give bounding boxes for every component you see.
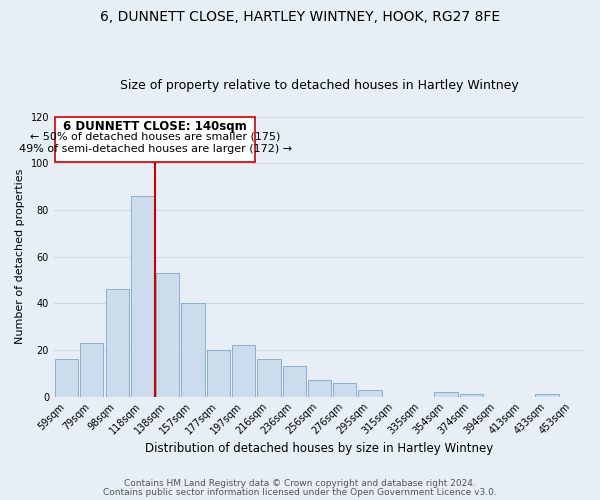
- FancyBboxPatch shape: [55, 117, 255, 162]
- Bar: [434, 392, 458, 396]
- Text: Contains public sector information licensed under the Open Government Licence v3: Contains public sector information licen…: [103, 488, 497, 497]
- Text: 49% of semi-detached houses are larger (172) →: 49% of semi-detached houses are larger (…: [19, 144, 292, 154]
- Text: 6, DUNNETT CLOSE, HARTLEY WINTNEY, HOOK, RG27 8FE: 6, DUNNETT CLOSE, HARTLEY WINTNEY, HOOK,…: [100, 10, 500, 24]
- Bar: [358, 390, 382, 396]
- Bar: [283, 366, 306, 396]
- Bar: [206, 350, 230, 397]
- Bar: [460, 394, 483, 396]
- Bar: [131, 196, 154, 396]
- Bar: [80, 343, 103, 396]
- Bar: [106, 290, 129, 397]
- Bar: [181, 304, 205, 396]
- Y-axis label: Number of detached properties: Number of detached properties: [15, 169, 25, 344]
- Bar: [308, 380, 331, 396]
- Bar: [232, 346, 255, 397]
- Text: ← 50% of detached houses are smaller (175): ← 50% of detached houses are smaller (17…: [30, 132, 280, 142]
- Text: 6 DUNNETT CLOSE: 140sqm: 6 DUNNETT CLOSE: 140sqm: [63, 120, 247, 134]
- X-axis label: Distribution of detached houses by size in Hartley Wintney: Distribution of detached houses by size …: [145, 442, 494, 455]
- Title: Size of property relative to detached houses in Hartley Wintney: Size of property relative to detached ho…: [120, 79, 519, 92]
- Text: Contains HM Land Registry data © Crown copyright and database right 2024.: Contains HM Land Registry data © Crown c…: [124, 478, 476, 488]
- Bar: [535, 394, 559, 396]
- Bar: [333, 382, 356, 396]
- Bar: [55, 360, 78, 397]
- Bar: [257, 360, 281, 397]
- Bar: [156, 273, 179, 396]
